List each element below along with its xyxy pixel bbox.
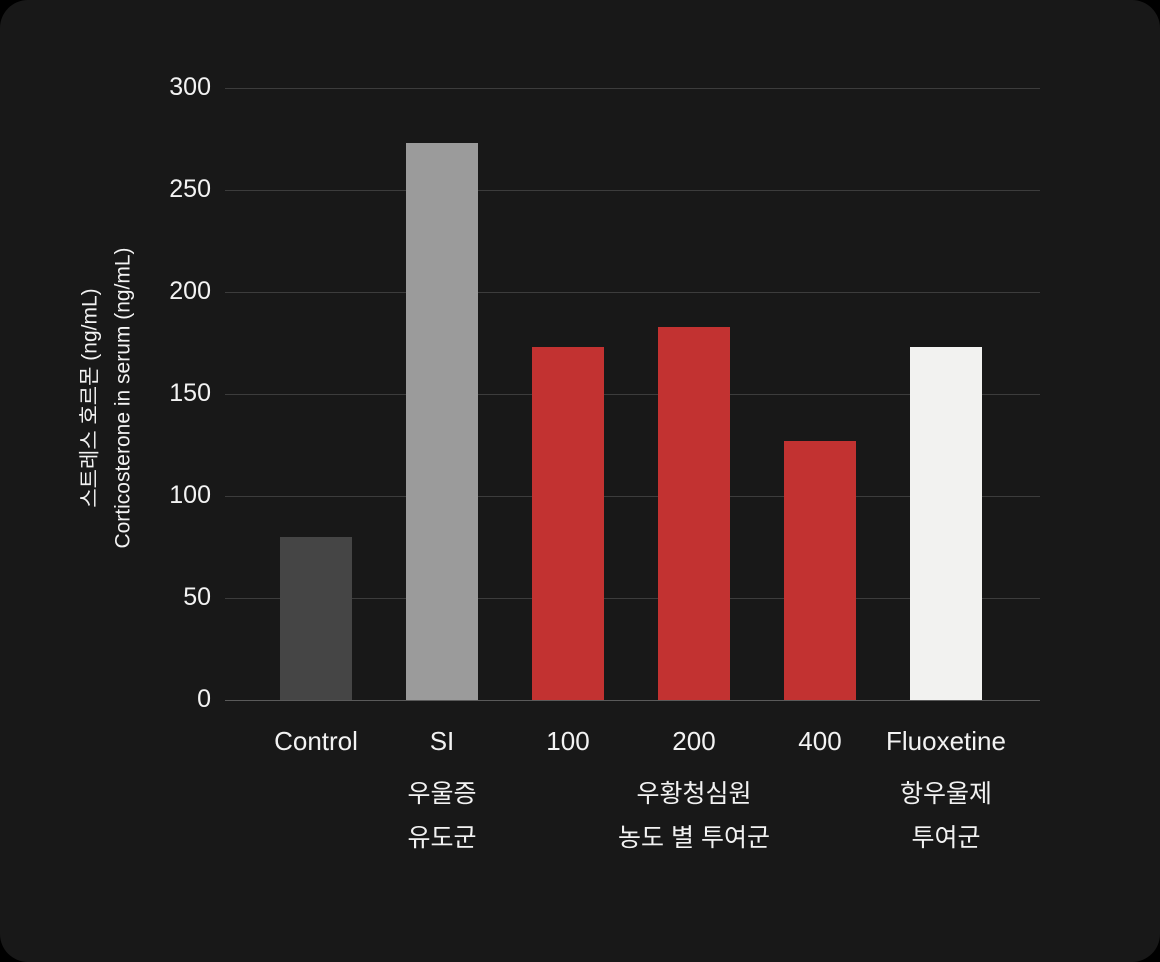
bar-200 (658, 326, 730, 700)
x-tick-label-100: 100 (546, 726, 590, 756)
bar-control (280, 536, 352, 700)
bar-fluoxetine (910, 347, 982, 700)
group-label-0: 우울증 유도군 (407, 780, 477, 852)
bar-si (406, 143, 478, 700)
gridline-300 (225, 88, 1040, 89)
y-tick-label-300: 300 (169, 72, 211, 101)
bar-100 (532, 347, 604, 700)
gridline-150 (225, 394, 1040, 395)
y-tick-label-100: 100 (169, 480, 211, 509)
x-tick-label-control: Control (274, 726, 358, 756)
gridline-50 (225, 598, 1040, 599)
gridline-100 (225, 496, 1040, 497)
y-tick-label-250: 250 (169, 174, 211, 203)
bar-400 (784, 440, 856, 700)
y-tick-label-200: 200 (169, 276, 211, 305)
y-tick-label-150: 150 (169, 378, 211, 407)
gridline-250 (225, 190, 1040, 191)
x-tick-label-200: 200 (672, 726, 716, 756)
y-tick-label-50: 50 (183, 582, 211, 611)
x-tick-label-si: SI (429, 726, 455, 756)
group-label-1: 우황청심원 농도 별 투여군 (618, 780, 770, 852)
group-label-2: 항우울제 투여군 (899, 780, 993, 852)
y-tick-label-0: 0 (197, 684, 211, 713)
x-axis-baseline (225, 700, 1040, 701)
x-tick-label-400: 400 (798, 726, 842, 756)
gridline-200 (225, 292, 1040, 293)
x-tick-label-fluoxetine: Fluoxetine (886, 726, 1006, 756)
y-axis-title: 스트레스 호르몬 (ng/mL) Corticosterone in serum… (74, 247, 139, 548)
y-axis-title-korean: 스트레스 호르몬 (ng/mL) (78, 288, 102, 508)
